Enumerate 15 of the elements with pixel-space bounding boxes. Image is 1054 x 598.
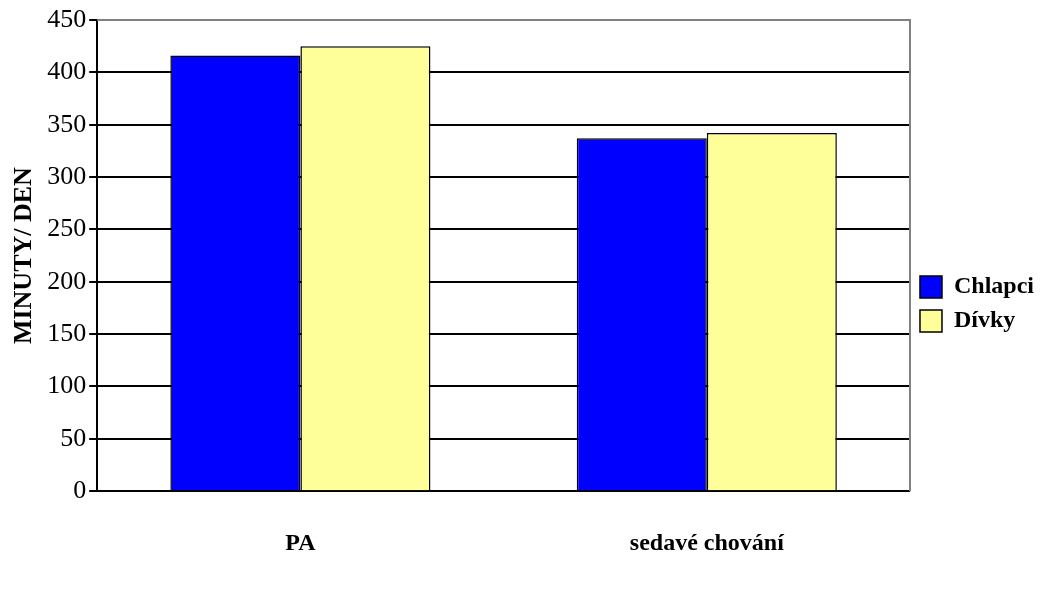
- legend-label: Chlapci: [953, 272, 1035, 299]
- y-tick-label: 300: [47, 160, 87, 190]
- y-tick-label: 50: [60, 422, 87, 452]
- legend-label: Dívky: [953, 306, 1016, 333]
- y-tick-label: 0: [73, 475, 87, 505]
- y-axis-title: MINUTY/ DEN: [8, 166, 38, 345]
- y-tick-label: 100: [47, 370, 87, 400]
- y-tick-label: 350: [47, 108, 87, 138]
- y-tick-label: 150: [47, 317, 87, 347]
- y-tick-label: 400: [47, 56, 87, 86]
- x-tick-label: sedavé chování: [629, 528, 785, 555]
- y-tick-label: 450: [47, 3, 87, 33]
- x-tick-label: PA: [285, 528, 317, 555]
- y-tick-label: 250: [47, 213, 87, 243]
- y-tick-label: 200: [47, 265, 87, 295]
